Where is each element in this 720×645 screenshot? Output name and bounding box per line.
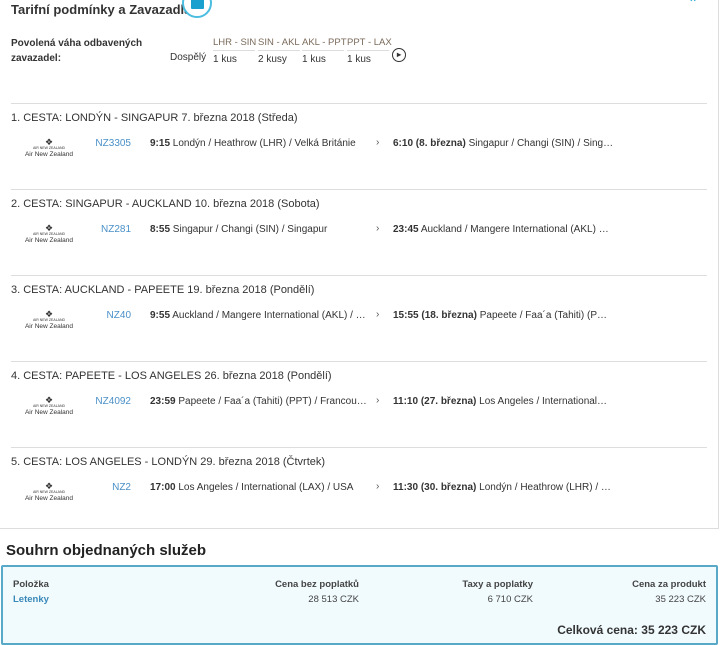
baggage-value: 2 kusy xyxy=(258,54,287,65)
departure: 9:55 Auckland / Mangere International (A… xyxy=(150,310,366,321)
route-label: SIN - AKL xyxy=(258,37,300,51)
airline-name: Air New Zealand xyxy=(24,237,74,244)
total-label: Celková cena: xyxy=(557,623,638,637)
arrival: 15:55 (18. března) Papeete / Faa´a (Tahi… xyxy=(393,310,607,321)
baggage-label: Povolená váha odbavených zavazadel: xyxy=(11,38,143,64)
baggage-column: AKL - PPT 1 kus xyxy=(302,37,347,65)
baggage-column: PPT - LAX 1 kus xyxy=(347,37,392,65)
chevron-right-icon: › xyxy=(376,309,380,320)
fare-baggage-panel: Tarifní podmínky a Zavazadla ⌃ Povolená … xyxy=(0,0,719,529)
header-taxes: Taxy a poplatky xyxy=(462,579,533,590)
baggage-value: 1 kus xyxy=(213,54,237,65)
airline-name: Air New Zealand xyxy=(24,323,74,330)
chevron-up-icon[interactable]: ⌃ xyxy=(688,0,699,10)
departure: 8:55 Singapur / Changi (SIN) / Singapur xyxy=(150,224,328,235)
route-label: AKL - PPT xyxy=(302,37,347,51)
airline-logo: ❖ AIR NEW ZEALAND Air New Zealand xyxy=(19,396,79,417)
chevron-right-icon: › xyxy=(376,395,380,406)
baggage-column: SIN - AKL 2 kusy xyxy=(258,37,300,65)
header-product-price: Cena za produkt xyxy=(632,579,706,590)
product-price: 35 223 CZK xyxy=(655,594,706,605)
leg-title: 4. CESTA: PAPEETE - LOS ANGELES 26. břez… xyxy=(11,370,332,382)
arrival: 6:10 (8. března) Singapur / Changi (SIN)… xyxy=(393,138,614,149)
route-label: PPT - LAX xyxy=(347,37,392,51)
departure: 17:00 Los Angeles / International (LAX) … xyxy=(150,482,354,493)
baggage-value: 1 kus xyxy=(347,54,371,65)
chevron-right-icon: › xyxy=(376,223,380,234)
airline-logo: ❖ AIR NEW ZEALAND Air New Zealand xyxy=(19,138,79,159)
departure: 9:15 Londýn / Heathrow (LHR) / Velká Bri… xyxy=(150,138,356,149)
flight-number-link[interactable]: NZ281 xyxy=(100,224,131,235)
passenger-type: Dospělý xyxy=(170,52,207,63)
departure: 23:59 Papeete / Faa´a (Tahiti) (PPT) / F… xyxy=(150,396,367,407)
total-value: 35 223 xyxy=(641,623,678,637)
flight-number-link[interactable]: NZ4092 xyxy=(95,396,131,407)
airline-logo: ❖ AIR NEW ZEALAND Air New Zealand xyxy=(19,310,79,331)
base-price: 28 513 CZK xyxy=(308,594,359,605)
arrow-right-circle-icon[interactable]: ▸ xyxy=(392,48,406,62)
flight-leg: 4. CESTA: PAPEETE - LOS ANGELES 26. břez… xyxy=(11,361,707,447)
flight-number-link[interactable]: NZ40 xyxy=(106,310,131,321)
flight-leg: 2. CESTA: SINGAPUR - AUCKLAND 10. března… xyxy=(11,189,707,275)
flight-leg: 3. CESTA: AUCKLAND - PAPEETE 19. března … xyxy=(11,275,707,361)
leg-title: 1. CESTA: LONDÝN - SINGAPUR 7. března 20… xyxy=(11,112,298,124)
flight-number-link[interactable]: NZ2 xyxy=(112,482,131,493)
flight-leg: 5. CESTA: LOS ANGELES - LONDÝN 29. březn… xyxy=(11,447,707,533)
header-base-price: Cena bez poplatků xyxy=(275,579,359,590)
airline-logo: ❖ AIR NEW ZEALAND Air New Zealand xyxy=(19,224,79,245)
leg-title: 3. CESTA: AUCKLAND - PAPEETE 19. března … xyxy=(11,284,315,296)
header-item: Položka xyxy=(13,579,49,590)
panel-title: Tarifní podmínky a Zavazadla xyxy=(11,2,192,17)
leg-title: 2. CESTA: SINGAPUR - AUCKLAND 10. března… xyxy=(11,198,320,210)
airline-name: Air New Zealand xyxy=(24,495,74,502)
arrival: 23:45 Auckland / Mangere International (… xyxy=(393,224,609,235)
baggage-column: LHR - SIN 1 kus xyxy=(213,37,256,65)
airline-name: Air New Zealand xyxy=(24,151,74,158)
baggage-value: 1 kus xyxy=(302,54,326,65)
arrival: 11:30 (30. března) Londýn / Heathrow (LH… xyxy=(393,482,611,493)
chevron-right-icon: › xyxy=(376,137,380,148)
total-price: Celková cena: 35 223 CZK xyxy=(557,623,706,637)
flight-number-link[interactable]: NZ3305 xyxy=(95,138,131,149)
chevron-right-icon: › xyxy=(376,481,380,492)
leg-title: 5. CESTA: LOS ANGELES - LONDÝN 29. březn… xyxy=(11,456,326,468)
summary-title: Souhrn objednaných služeb xyxy=(6,542,207,559)
airline-logo: ❖ AIR NEW ZEALAND Air New Zealand xyxy=(19,482,79,503)
route-label: LHR - SIN xyxy=(213,37,256,51)
flight-leg: 1. CESTA: LONDÝN - SINGAPUR 7. března 20… xyxy=(11,103,707,189)
arrival: 11:10 (27. března) Los Angeles / Interna… xyxy=(393,396,608,407)
summary-box: Položka Cena bez poplatků Taxy a poplatk… xyxy=(1,565,718,645)
total-currency: CZK xyxy=(681,623,706,637)
airline-name: Air New Zealand xyxy=(24,409,74,416)
item-tickets-link[interactable]: Letenky xyxy=(13,594,49,605)
taxes: 6 710 CZK xyxy=(487,594,533,605)
